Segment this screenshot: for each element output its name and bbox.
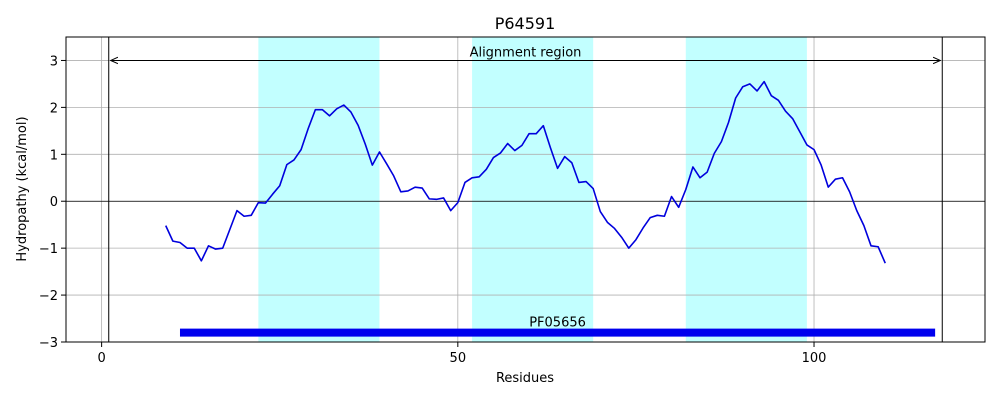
y-tick-label: −2 [39,289,58,304]
y-tick-label: 3 [50,54,58,69]
alignment-region-label: Alignment region [470,45,582,60]
highlight-region [685,37,807,342]
highlight-region [472,37,594,342]
y-tick-label: −1 [39,242,58,257]
y-tick-label: 2 [50,101,58,116]
plot-frame [65,36,986,343]
x-axis-label: Residues [496,371,554,386]
x-tick-label: 50 [450,351,467,366]
x-tick-label: 0 [97,351,105,366]
y-tick-label: 0 [50,195,58,210]
hydropathy-series-line [165,80,886,264]
x-tick-label: 100 [802,351,827,366]
y-axis-label: Hydropathy (kcal/mol) [15,116,30,261]
domain-bar [179,328,936,337]
chart-title: P64591 [495,14,556,33]
y-tick-label: 1 [50,148,58,163]
domain-bar-label: PF05656 [529,316,586,331]
y-tick-label: −3 [39,336,58,351]
highlight-region [258,37,380,342]
